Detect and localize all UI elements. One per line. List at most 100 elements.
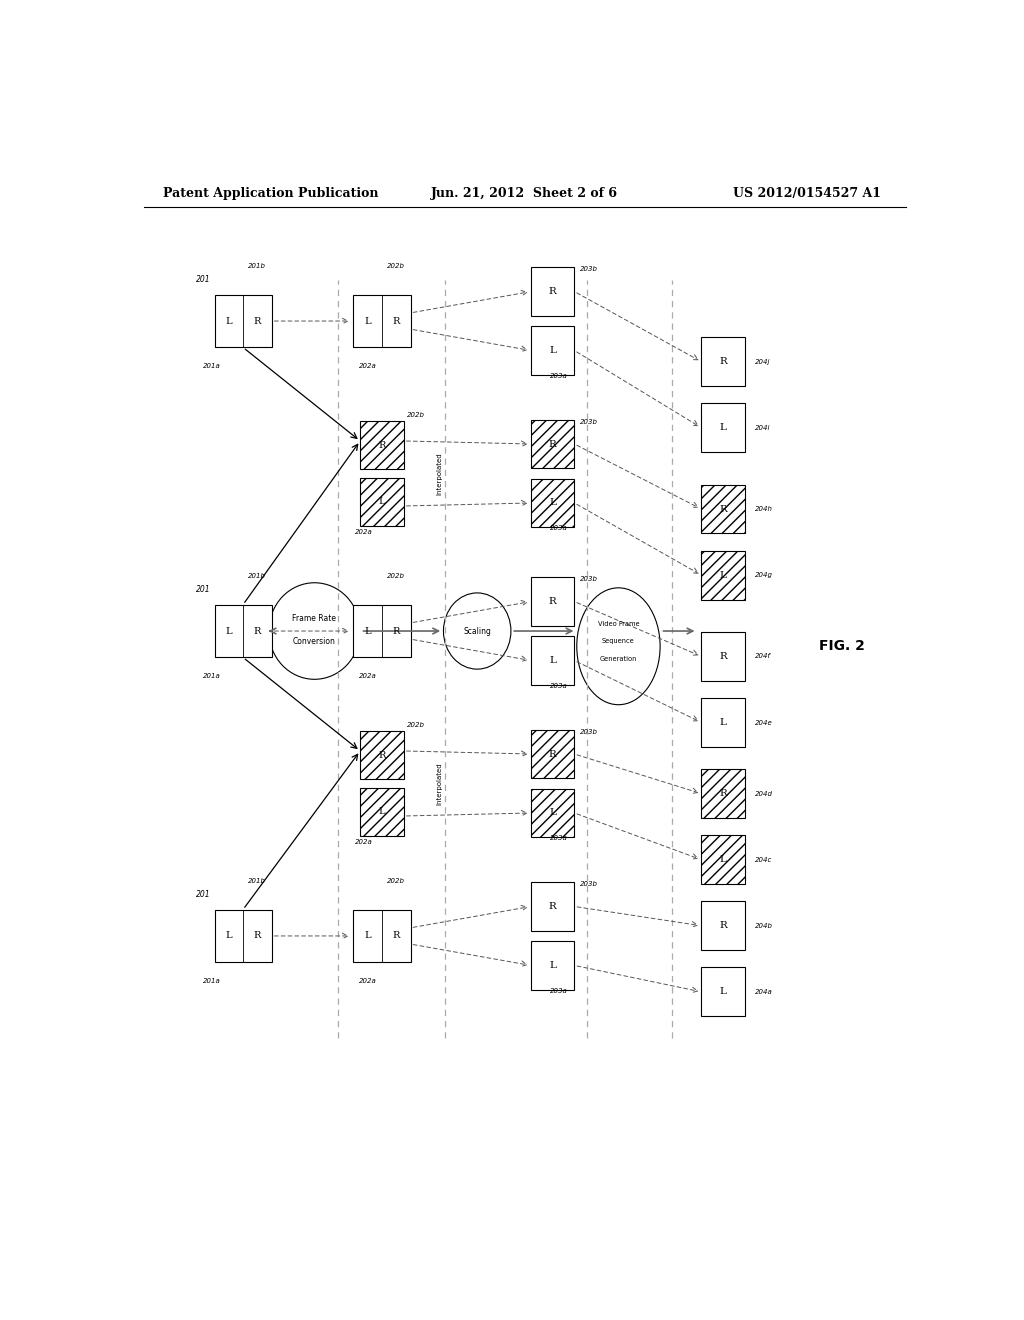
Bar xyxy=(701,968,745,1016)
Text: L: L xyxy=(365,932,371,940)
Bar xyxy=(701,550,745,599)
Text: R: R xyxy=(549,750,556,759)
Text: 204f: 204f xyxy=(755,653,770,660)
Text: 204i: 204i xyxy=(755,425,770,430)
Text: 202a: 202a xyxy=(358,673,377,678)
Text: 203a: 203a xyxy=(550,525,567,532)
Text: R: R xyxy=(549,902,556,911)
Text: 201b: 201b xyxy=(249,573,266,579)
Text: 202b: 202b xyxy=(387,878,406,884)
Text: 201b: 201b xyxy=(249,263,266,269)
Text: 202a: 202a xyxy=(355,840,373,845)
Bar xyxy=(360,421,403,470)
Text: L: L xyxy=(225,317,232,326)
Bar xyxy=(353,605,411,657)
Bar xyxy=(530,730,574,779)
Bar xyxy=(360,478,403,527)
Text: 201b: 201b xyxy=(249,878,266,884)
Text: Scaling: Scaling xyxy=(463,627,492,635)
Text: R: R xyxy=(392,627,400,635)
Text: US 2012/0154527 A1: US 2012/0154527 A1 xyxy=(732,187,881,201)
Text: Jun. 21, 2012  Sheet 2 of 6: Jun. 21, 2012 Sheet 2 of 6 xyxy=(431,187,618,201)
Text: R: R xyxy=(392,932,400,940)
Text: 203a: 203a xyxy=(550,682,567,689)
Text: Interpolated: Interpolated xyxy=(436,453,442,495)
Text: 203a: 203a xyxy=(550,987,567,994)
Text: 203b: 203b xyxy=(580,729,598,735)
Text: Frame Rate: Frame Rate xyxy=(293,614,337,623)
Text: 203b: 203b xyxy=(580,882,598,887)
Text: 201: 201 xyxy=(196,585,211,594)
Text: 202a: 202a xyxy=(358,978,377,983)
Bar xyxy=(701,338,745,385)
Bar xyxy=(530,882,574,931)
Bar xyxy=(530,941,574,990)
Text: L: L xyxy=(549,961,556,970)
Text: 201a: 201a xyxy=(203,978,221,983)
Text: L: L xyxy=(720,424,727,432)
Text: 204g: 204g xyxy=(755,572,772,578)
Text: 204j: 204j xyxy=(755,359,770,364)
Text: 204a: 204a xyxy=(755,989,772,995)
Text: 204b: 204b xyxy=(755,923,772,929)
Bar xyxy=(701,770,745,818)
Text: R: R xyxy=(719,921,727,931)
Text: L: L xyxy=(549,808,556,817)
Bar xyxy=(360,731,403,779)
Text: 202b: 202b xyxy=(387,263,406,269)
Bar xyxy=(530,577,574,626)
Text: FIG. 2: FIG. 2 xyxy=(819,639,865,653)
Text: L: L xyxy=(365,317,371,326)
Text: L: L xyxy=(720,987,727,997)
Text: L: L xyxy=(549,656,556,665)
Bar xyxy=(214,294,271,347)
Text: R: R xyxy=(378,751,386,759)
Text: Patent Application Publication: Patent Application Publication xyxy=(163,187,379,201)
Text: Generation: Generation xyxy=(600,656,637,663)
Bar xyxy=(530,788,574,837)
Bar xyxy=(530,267,574,315)
Text: R: R xyxy=(719,789,727,799)
Text: L: L xyxy=(225,627,232,635)
Text: 202b: 202b xyxy=(407,412,425,417)
Text: L: L xyxy=(379,808,385,817)
Text: L: L xyxy=(225,932,232,940)
Bar xyxy=(701,836,745,884)
Text: R: R xyxy=(719,652,727,661)
Text: 204d: 204d xyxy=(755,791,772,797)
Text: 203b: 203b xyxy=(580,577,598,582)
Text: R: R xyxy=(254,932,261,940)
Text: 202a: 202a xyxy=(358,363,377,368)
Text: L: L xyxy=(365,627,371,635)
Text: Interpolated: Interpolated xyxy=(436,762,442,805)
Bar xyxy=(530,636,574,685)
Text: R: R xyxy=(549,597,556,606)
Bar xyxy=(701,698,745,747)
Text: 204c: 204c xyxy=(755,857,772,863)
Text: L: L xyxy=(549,346,556,355)
Text: R: R xyxy=(719,358,727,366)
Text: 202a: 202a xyxy=(355,529,373,536)
Text: Video Frame: Video Frame xyxy=(598,620,639,627)
Text: 202b: 202b xyxy=(387,573,406,579)
Text: L: L xyxy=(720,570,727,579)
Text: R: R xyxy=(392,317,400,326)
Bar xyxy=(530,326,574,375)
Bar xyxy=(214,605,271,657)
Text: 201: 201 xyxy=(196,275,211,284)
Text: Sequence: Sequence xyxy=(602,638,635,644)
Text: 204e: 204e xyxy=(755,719,772,726)
Text: 203a: 203a xyxy=(550,374,567,379)
Text: R: R xyxy=(254,627,261,635)
Bar xyxy=(701,902,745,950)
Bar xyxy=(530,420,574,469)
Text: 201a: 201a xyxy=(203,673,221,678)
Text: 203b: 203b xyxy=(580,267,598,272)
Text: L: L xyxy=(379,498,385,507)
Text: Conversion: Conversion xyxy=(293,636,336,645)
Text: L: L xyxy=(549,499,556,507)
Bar xyxy=(701,404,745,453)
Bar xyxy=(701,632,745,681)
Text: 203b: 203b xyxy=(580,418,598,425)
Bar xyxy=(353,909,411,962)
